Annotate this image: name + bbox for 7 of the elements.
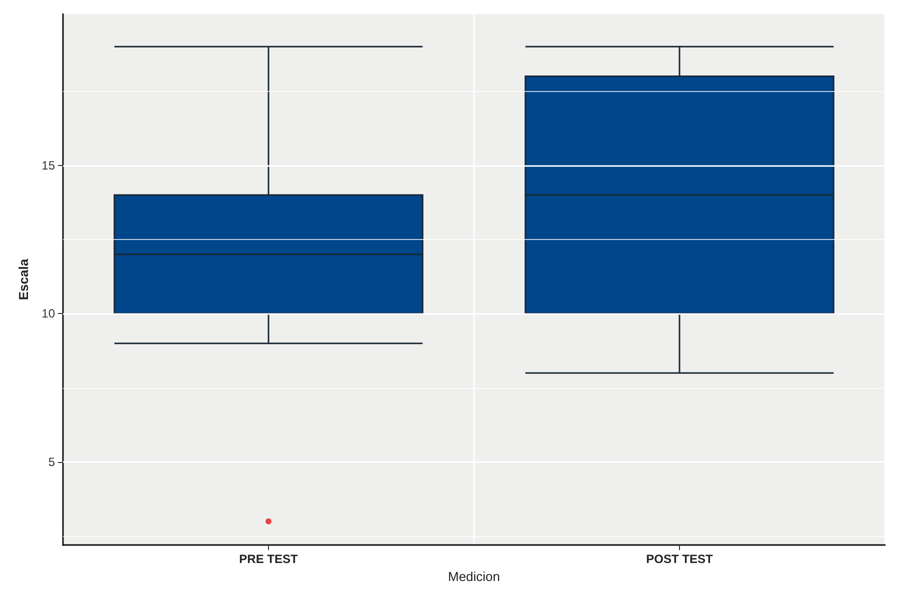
y-tick-label: 10 (42, 306, 56, 321)
y-tick-label: 15 (42, 158, 56, 172)
y-tick-label: 5 (48, 455, 56, 470)
y-axis-title: Escala (16, 258, 31, 300)
x-axis-title: Medicion (448, 569, 500, 584)
x-tick-label: PRE TEST (239, 552, 298, 566)
x-tick-label: POST TEST (646, 552, 714, 566)
